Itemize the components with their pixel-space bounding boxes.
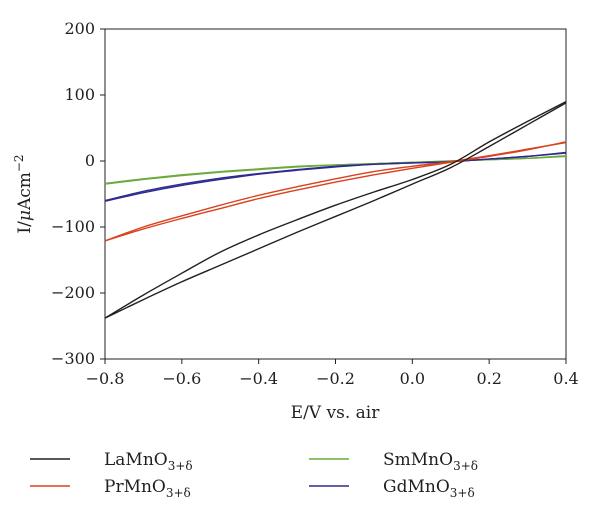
legend-label-lamno3: LaMnO3+δ (104, 450, 193, 473)
y-tick-label: 200 (64, 19, 95, 38)
legend-label-smmno3-sub: 3+δ (453, 459, 478, 473)
y-axis-title: I/μAcm−2 (12, 154, 35, 233)
y-axis-title-main: I/ (15, 221, 35, 234)
legend: LaMnO3+δ PrMnO3+δ SmMnO3+δ GdMnO3+δ (30, 450, 478, 500)
series-line-smmno-forward (104, 155, 567, 185)
x-tick-label: −0.2 (316, 369, 355, 388)
x-tick-label: 0.0 (400, 369, 425, 388)
y-tick-label: −200 (51, 283, 95, 302)
x-tick-label: −0.4 (239, 369, 278, 388)
legend-item-gdmno3: GdMnO3+δ (309, 477, 475, 500)
series-line-lamno-reverse (104, 100, 567, 319)
legend-label-smmno3-base: SmMnO (383, 450, 453, 470)
legend-label-gdmno3-sub: 3+δ (450, 486, 475, 500)
x-tick-label: −0.6 (162, 369, 201, 388)
ticks-layer: −0.8 −0.6 −0.4 −0.2 0.0 0.2 0.4 200 100 0 −100 −200… (51, 19, 579, 388)
plot-frame (104, 28, 567, 360)
legend-label-smmno3: SmMnO3+δ (383, 450, 478, 473)
legend-item-prmno3: PrMnO3+δ (30, 477, 191, 500)
x-axis-title: E/V vs. air (291, 403, 381, 423)
legend-label-gdmno3-base: GdMnO (383, 477, 450, 497)
series-line-lamno-forward (104, 102, 567, 319)
legend-label-gdmno3: GdMnO3+δ (383, 477, 475, 500)
y-tick-label: 100 (64, 85, 95, 104)
y-tick-label: 0 (85, 151, 95, 170)
x-tick-label: 0.2 (476, 369, 501, 388)
legend-label-lamno3-sub: 3+δ (168, 459, 193, 473)
series-line-prmno-forward (104, 141, 567, 242)
y-tick-label: −300 (51, 349, 95, 368)
legend-label-lamno3-base: LaMnO (104, 450, 168, 470)
series-line-prmno-reverse (104, 141, 567, 242)
y-axis-title-exp: −2 (12, 154, 26, 172)
y-axis-title-mu: μ (15, 210, 35, 221)
legend-label-prmno3-sub: 3+δ (166, 486, 191, 500)
y-axis-title-unit: Acm (15, 172, 35, 211)
x-tick-label: −0.8 (86, 369, 125, 388)
legend-item-smmno3: SmMnO3+δ (309, 450, 478, 473)
series-line-gdmno-reverse (104, 152, 567, 202)
x-tick-label: 0.4 (553, 369, 578, 388)
legend-item-lamno3: LaMnO3+δ (30, 450, 193, 473)
legend-label-prmno3-base: PrMnO (104, 477, 166, 497)
legend-label-prmno3: PrMnO3+δ (104, 477, 191, 500)
series-layer (104, 100, 567, 319)
y-tick-label: −100 (51, 217, 95, 236)
